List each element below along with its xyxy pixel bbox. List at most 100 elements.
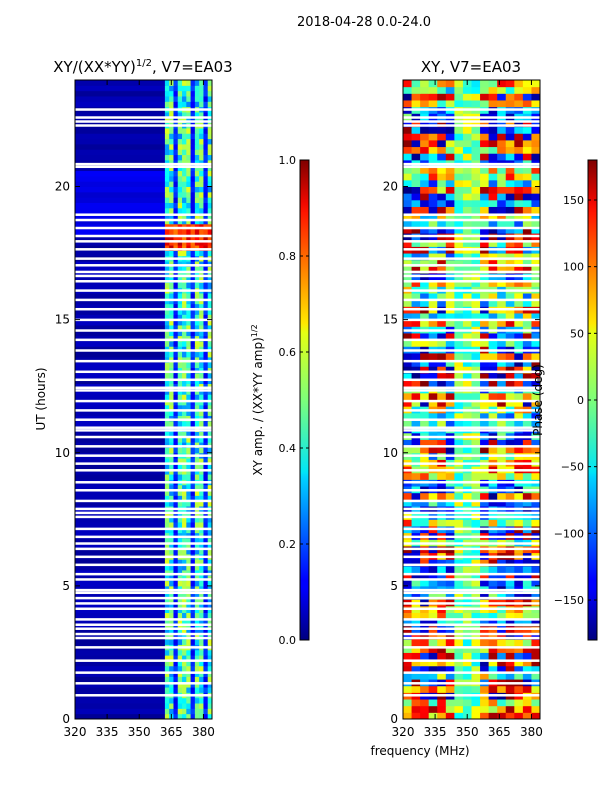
panel-b-flag-line xyxy=(403,386,540,390)
panel-a-flag-line xyxy=(75,682,212,685)
panel-a-cell xyxy=(186,628,192,635)
panel-b-cell xyxy=(403,293,413,301)
panel-a-cell xyxy=(75,362,166,369)
panel-a-cell xyxy=(169,575,174,582)
panel-a-cell xyxy=(207,633,212,640)
panel-a-cell xyxy=(186,703,192,709)
panel-a-cell xyxy=(194,191,200,198)
panel-a-cell xyxy=(203,436,209,443)
panel-a-cell xyxy=(186,394,192,400)
panel-a-cell xyxy=(169,394,174,400)
panel-b-cell xyxy=(471,672,481,680)
panel-a-cell xyxy=(75,415,166,422)
panel-a-flag-line xyxy=(75,329,212,332)
panel-a-cell xyxy=(194,575,200,582)
panel-a-cell xyxy=(190,601,196,608)
panel-a-cell xyxy=(75,181,166,187)
panel-b-cell xyxy=(403,139,413,148)
panel-a-cell xyxy=(182,585,187,592)
panel-b-cell xyxy=(488,372,498,381)
panel-a-cell xyxy=(190,186,196,193)
panel-b-cell xyxy=(497,579,507,587)
panel-a-cell xyxy=(173,213,179,219)
panel-a-cell xyxy=(194,383,200,390)
panel-b-cell xyxy=(420,259,430,267)
panel-b-cell xyxy=(462,339,472,347)
panel-a-cell xyxy=(182,261,187,267)
panel-b-cell xyxy=(505,119,515,128)
panel-a-cell xyxy=(186,527,192,534)
panel-b-cell xyxy=(437,685,447,693)
panel-a-cell xyxy=(169,665,174,672)
panel-b-cell xyxy=(471,86,481,94)
panel-a-cell xyxy=(164,591,170,598)
panel-b-cell xyxy=(445,166,455,174)
panel-a-cell xyxy=(182,127,187,134)
panel-a-cell xyxy=(177,713,183,719)
panel-a-cell xyxy=(186,708,192,715)
panel-a-cell xyxy=(169,388,174,395)
panel-b-cell xyxy=(514,166,524,174)
panel-a-cell xyxy=(182,655,187,661)
panel-a-cell xyxy=(199,319,204,326)
panel-b-cell xyxy=(488,632,498,640)
panel-a-cell xyxy=(207,495,212,502)
colorbar-tick-label: 100 xyxy=(563,261,584,274)
panel-a-cell xyxy=(186,197,192,203)
panel-a-cell xyxy=(207,133,212,140)
panel-a-cell xyxy=(186,314,192,321)
panel-b-cell xyxy=(488,639,498,647)
panel-a-cell xyxy=(177,532,183,539)
panel-b-cell xyxy=(531,199,540,207)
panel-a-cell xyxy=(75,117,166,124)
panel-b-cell xyxy=(505,93,515,101)
panel-b-cell xyxy=(497,439,507,447)
panel-b-cell xyxy=(480,412,490,420)
panel-b-cell xyxy=(445,472,455,480)
panel-b-cell xyxy=(445,359,455,367)
panel-a-cell xyxy=(169,383,174,390)
panel-b-cell xyxy=(480,672,490,680)
panel-a-cell xyxy=(182,138,187,145)
panel-b-cell xyxy=(522,253,532,261)
panel-b-cell xyxy=(497,279,507,287)
panel-a-cell xyxy=(169,537,174,544)
panel-b-cell xyxy=(480,499,490,507)
panel-b-cell xyxy=(411,665,421,673)
panel-a-cell xyxy=(207,468,212,475)
panel-a-cell xyxy=(190,591,196,598)
panel-b-cell xyxy=(411,672,421,680)
panel-a-ylabel: UT (hours) xyxy=(34,367,48,430)
panel-b-cell xyxy=(488,253,498,261)
panel-b-cell xyxy=(428,645,438,653)
panel-a-cell xyxy=(190,319,196,326)
panel-b-cell xyxy=(471,499,481,507)
panel-b-cell xyxy=(514,312,524,321)
panel-b-cell xyxy=(505,366,515,374)
panel-a-cell xyxy=(203,111,209,118)
shared-xlabel: frequency (MHz) xyxy=(370,744,469,758)
panel-a-cell xyxy=(173,681,179,688)
panel-a-cell xyxy=(207,80,212,86)
panel-a-cell xyxy=(177,559,183,566)
panel-a-cell xyxy=(169,463,174,470)
panel-a-cell xyxy=(75,410,166,416)
panel-b-cell xyxy=(428,319,438,327)
panel-b-cell xyxy=(411,519,421,527)
panel-b-cell xyxy=(488,619,498,627)
panel-a-cell xyxy=(190,154,196,161)
panel-b-cell xyxy=(480,612,490,620)
panel-b-ytick-label: 0 xyxy=(390,712,398,726)
panel-b-cell xyxy=(420,86,430,94)
panel-a-cell xyxy=(199,335,204,342)
panel-a-cell xyxy=(199,628,204,635)
panel-a-cell xyxy=(194,420,200,427)
panel-a-cell xyxy=(194,154,200,161)
panel-b-cell xyxy=(437,612,447,620)
panel-a-cell xyxy=(164,282,170,289)
panel-a-cell xyxy=(75,463,166,470)
panel-b-cell xyxy=(445,399,455,407)
panel-a-cell xyxy=(169,159,174,166)
panel-a-flag-line xyxy=(75,234,212,238)
panel-a-cell xyxy=(177,351,183,358)
